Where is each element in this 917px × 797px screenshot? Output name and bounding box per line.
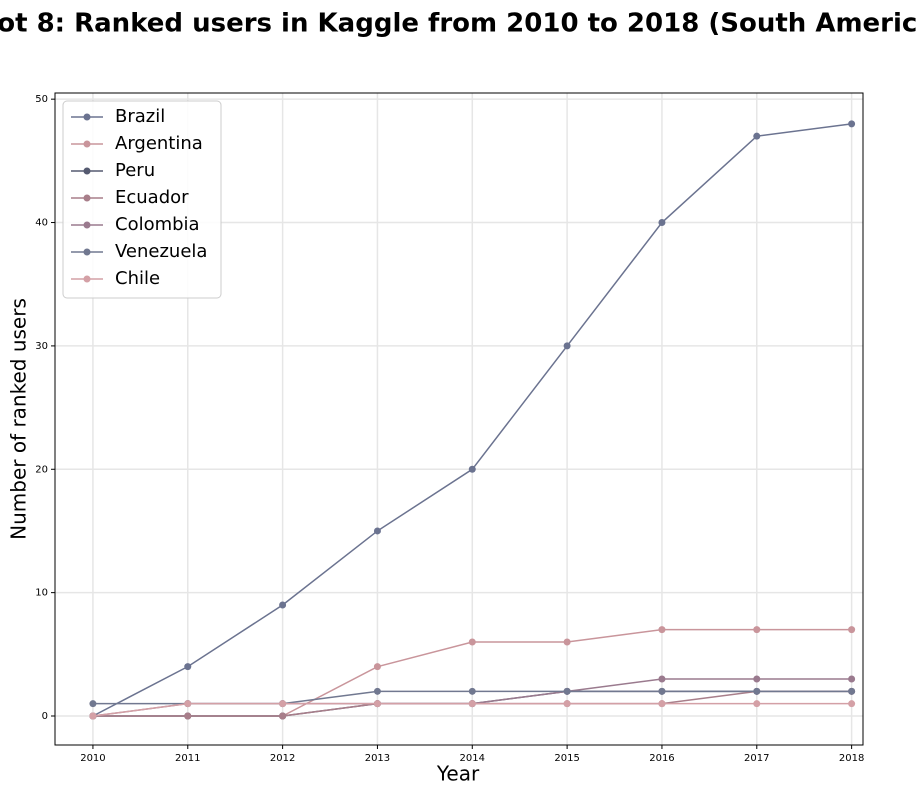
x-tick-label: 2014: [460, 753, 485, 764]
point: [184, 663, 192, 671]
plot-frame: [54, 92, 864, 746]
point: [658, 700, 666, 708]
legend-marker: [83, 248, 91, 256]
x-axis-label: Year: [436, 762, 480, 786]
point: [563, 342, 571, 350]
point: [279, 712, 287, 720]
point: [563, 638, 571, 646]
y-tick-label: 20: [35, 464, 48, 475]
point: [373, 663, 381, 671]
x-tick-label: 2015: [554, 753, 579, 764]
legend-label: Chile: [115, 268, 160, 289]
point: [89, 700, 97, 708]
legend-label: Ecuador: [115, 187, 189, 208]
point: [658, 626, 666, 634]
x-tick-label: 2013: [365, 753, 390, 764]
point: [373, 700, 381, 708]
point: [184, 712, 192, 720]
legend-label: Brazil: [115, 106, 165, 127]
x-tick-label: 2018: [839, 753, 864, 764]
point: [658, 675, 666, 683]
point: [563, 700, 571, 708]
point: [468, 638, 476, 646]
legend-marker: [83, 221, 91, 229]
point: [373, 527, 381, 535]
point: [848, 626, 856, 634]
point: [753, 132, 761, 140]
legend-marker: [83, 194, 91, 202]
legend-marker: [83, 275, 91, 283]
x-tick-label: 2016: [649, 753, 674, 764]
y-tick-label: 30: [35, 341, 48, 352]
y-axis-label: Number of ranked users: [7, 298, 31, 540]
legend-marker: [83, 167, 91, 175]
point: [468, 687, 476, 695]
y-tick-label: 10: [35, 588, 48, 599]
series: [89, 700, 856, 720]
x-tick-label: 2012: [270, 753, 295, 764]
point: [848, 120, 856, 128]
point: [658, 687, 666, 695]
point: [279, 601, 287, 609]
point: [848, 675, 856, 683]
point: [753, 687, 761, 695]
point: [658, 219, 666, 227]
legend-label: Colombia: [115, 214, 200, 235]
legend-label: Peru: [115, 160, 155, 181]
point: [753, 626, 761, 634]
x-tick-label: 2010: [80, 753, 105, 764]
point: [848, 700, 856, 708]
chart-title: Plot 8: Ranked users in Kaggle from 2010…: [0, 9, 917, 39]
legend-marker: [83, 113, 91, 121]
legend-box: [62, 100, 222, 299]
legend-label: Argentina: [115, 133, 203, 154]
legend-marker: [83, 140, 91, 148]
y-tick-label: 0: [42, 711, 48, 722]
point: [279, 700, 287, 708]
point: [753, 700, 761, 708]
point: [848, 687, 856, 695]
point: [184, 700, 192, 708]
point: [563, 687, 571, 695]
x-tick-label: 2017: [744, 753, 769, 764]
legend-label: Venezuela: [115, 241, 207, 262]
point: [468, 465, 476, 473]
y-tick-label: 50: [35, 94, 48, 105]
y-tick-label: 40: [35, 218, 48, 229]
point: [753, 675, 761, 683]
x-tick-label: 2011: [175, 753, 200, 764]
point: [468, 700, 476, 708]
point: [89, 712, 97, 720]
point: [373, 687, 381, 695]
